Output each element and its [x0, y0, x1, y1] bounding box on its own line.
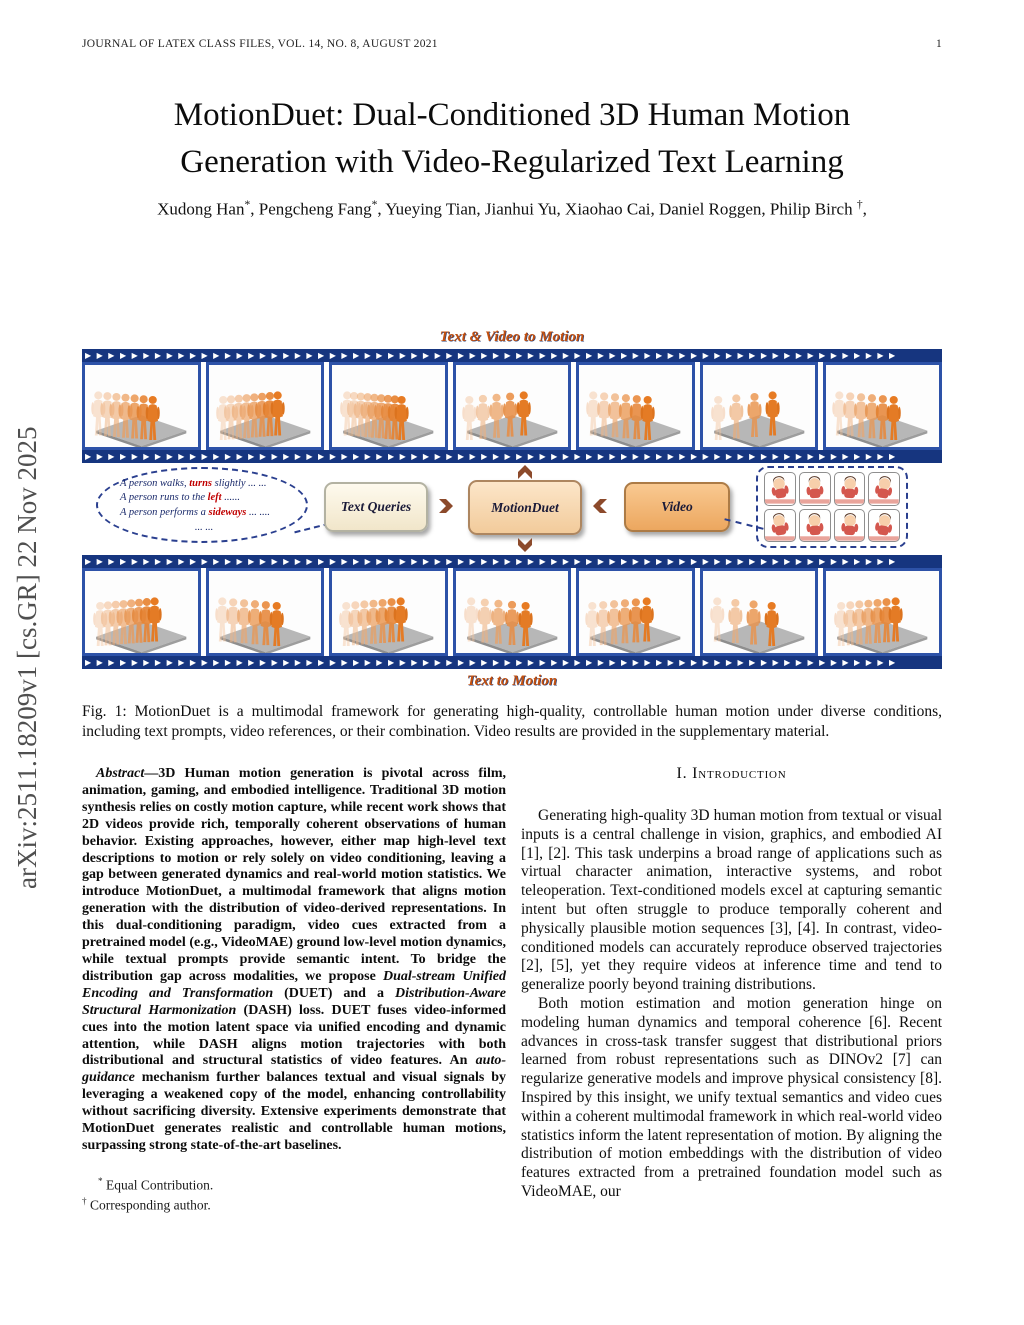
video-frame-thumbnail [798, 508, 831, 542]
film-frame [699, 568, 819, 656]
video-frame-thumbnail [764, 472, 796, 506]
video-frame-thumbnail [798, 472, 831, 506]
motionduet-box: MotionDuet [468, 480, 582, 535]
figure-1: Text & Video to Motion ▶▶▶▶▶▶▶▶▶▶▶▶▶▶▶▶▶… [82, 329, 943, 690]
paper-title: MotionDuet: Dual-Conditioned 3D Human Mo… [173, 97, 851, 180]
chevron-right-icon [438, 498, 454, 514]
video-frame-thumbnail [764, 508, 796, 542]
film-frame [205, 362, 325, 450]
video-label: Video [661, 499, 693, 514]
journal-title: JOURNAL OF LATEX CLASS FILES, VOL. 14, N… [82, 38, 438, 50]
chevron-down-icon [517, 537, 533, 553]
film-sprocket: ▶▶▶▶▶▶▶▶▶▶▶▶▶▶▶▶▶▶▶▶▶▶▶▶▶▶▶▶▶▶▶▶▶▶▶▶▶▶▶▶… [82, 656, 942, 669]
film-frame [452, 568, 572, 656]
film-strip-top: ▶▶▶▶▶▶▶▶▶▶▶▶▶▶▶▶▶▶▶▶▶▶▶▶▶▶▶▶▶▶▶▶▶▶▶▶▶▶▶▶… [82, 349, 943, 463]
video-frame-thumbnail [868, 508, 900, 542]
film-frame [329, 362, 448, 450]
page-number: 1 [935, 38, 942, 50]
chevron-up-icon [517, 464, 533, 480]
intro-paragraph-1: Generating high-quality 3D human motion … [521, 807, 942, 994]
film-strip-bottom: ▶▶▶▶▶▶▶▶▶▶▶▶▶▶▶▶▶▶▶▶▶▶▶▶▶▶▶▶▶▶▶▶▶▶▶▶▶▶▶▶… [82, 555, 943, 669]
film-frame [452, 362, 572, 450]
left-column: Abstract—3D Human motion generation is p… [82, 766, 506, 1215]
film-frame [205, 568, 325, 656]
film-frame [82, 568, 201, 656]
video-frame-thumbnail [833, 472, 866, 506]
footnote-equal-contribution: * Equal Contribution. [98, 1175, 214, 1193]
film-frame [329, 568, 448, 656]
film-sprocket: ▶▶▶▶▶▶▶▶▶▶▶▶▶▶▶▶▶▶▶▶▶▶▶▶▶▶▶▶▶▶▶▶▶▶▶▶▶▶▶▶… [82, 450, 942, 463]
footnote-corresponding-author: † Corresponding author. [82, 1195, 211, 1213]
film-frame [576, 362, 695, 450]
abstract: Abstract—3D Human motion generation is p… [82, 766, 506, 1153]
video-frames-panel [756, 466, 908, 548]
figure-top-label: Text & Video to Motion [439, 329, 585, 345]
intro-paragraph-2: Both motion estimation and motion genera… [521, 994, 942, 1200]
video-box: Video [624, 482, 730, 532]
film-frame [823, 362, 943, 450]
authors-line: Xudong Han*, Pengcheng Fang*, Yueying Ti… [157, 198, 867, 219]
figure-caption: Fig. 1: MotionDuet is a multimodal frame… [82, 703, 942, 741]
video-frame-thumbnail [868, 472, 900, 506]
prompt-line: A person runs to the left ...... [120, 492, 240, 504]
film-frame [699, 362, 819, 450]
video-frame-thumbnail [833, 508, 866, 542]
film-frame [82, 362, 201, 450]
prompt-line: ... ... [194, 521, 214, 533]
film-sprocket: ▶▶▶▶▶▶▶▶▶▶▶▶▶▶▶▶▶▶▶▶▶▶▶▶▶▶▶▶▶▶▶▶▶▶▶▶▶▶▶▶… [82, 349, 942, 362]
journal-header: JOURNAL OF LATEX CLASS FILES, VOL. 14, N… [82, 38, 942, 50]
arxiv-watermark: arXiv:2511.18209v1 [cs.GR] 22 Nov 2025 [12, 426, 42, 890]
right-column: I. Introduction Generating high-quality … [521, 763, 942, 1202]
film-frame [823, 568, 943, 656]
film-sprocket: ▶▶▶▶▶▶▶▶▶▶▶▶▶▶▶▶▶▶▶▶▶▶▶▶▶▶▶▶▶▶▶▶▶▶▶▶▶▶▶▶… [82, 555, 942, 568]
film-frame [576, 568, 695, 656]
introduction-heading: I. Introduction [676, 765, 787, 782]
text-queries-label: Text Queries [340, 499, 412, 514]
text-queries-box: Text Queries [324, 482, 428, 532]
chevron-left-icon [592, 498, 608, 514]
text-prompt-bubble: A person walks, turns slightly ... ... A… [96, 467, 308, 543]
figure-bottom-label: Text to Motion [466, 673, 558, 689]
motionduet-label: MotionDuet [491, 499, 559, 515]
prompt-line: A person performs a sideways ... .... [120, 507, 271, 518]
prompt-line: A person walks, turns slightly ... ... [120, 477, 267, 489]
figure-middle-diagram: A person walks, turns slightly ... ... A… [82, 465, 942, 553]
footnotes: * Equal Contribution. † Corresponding au… [82, 1175, 506, 1215]
